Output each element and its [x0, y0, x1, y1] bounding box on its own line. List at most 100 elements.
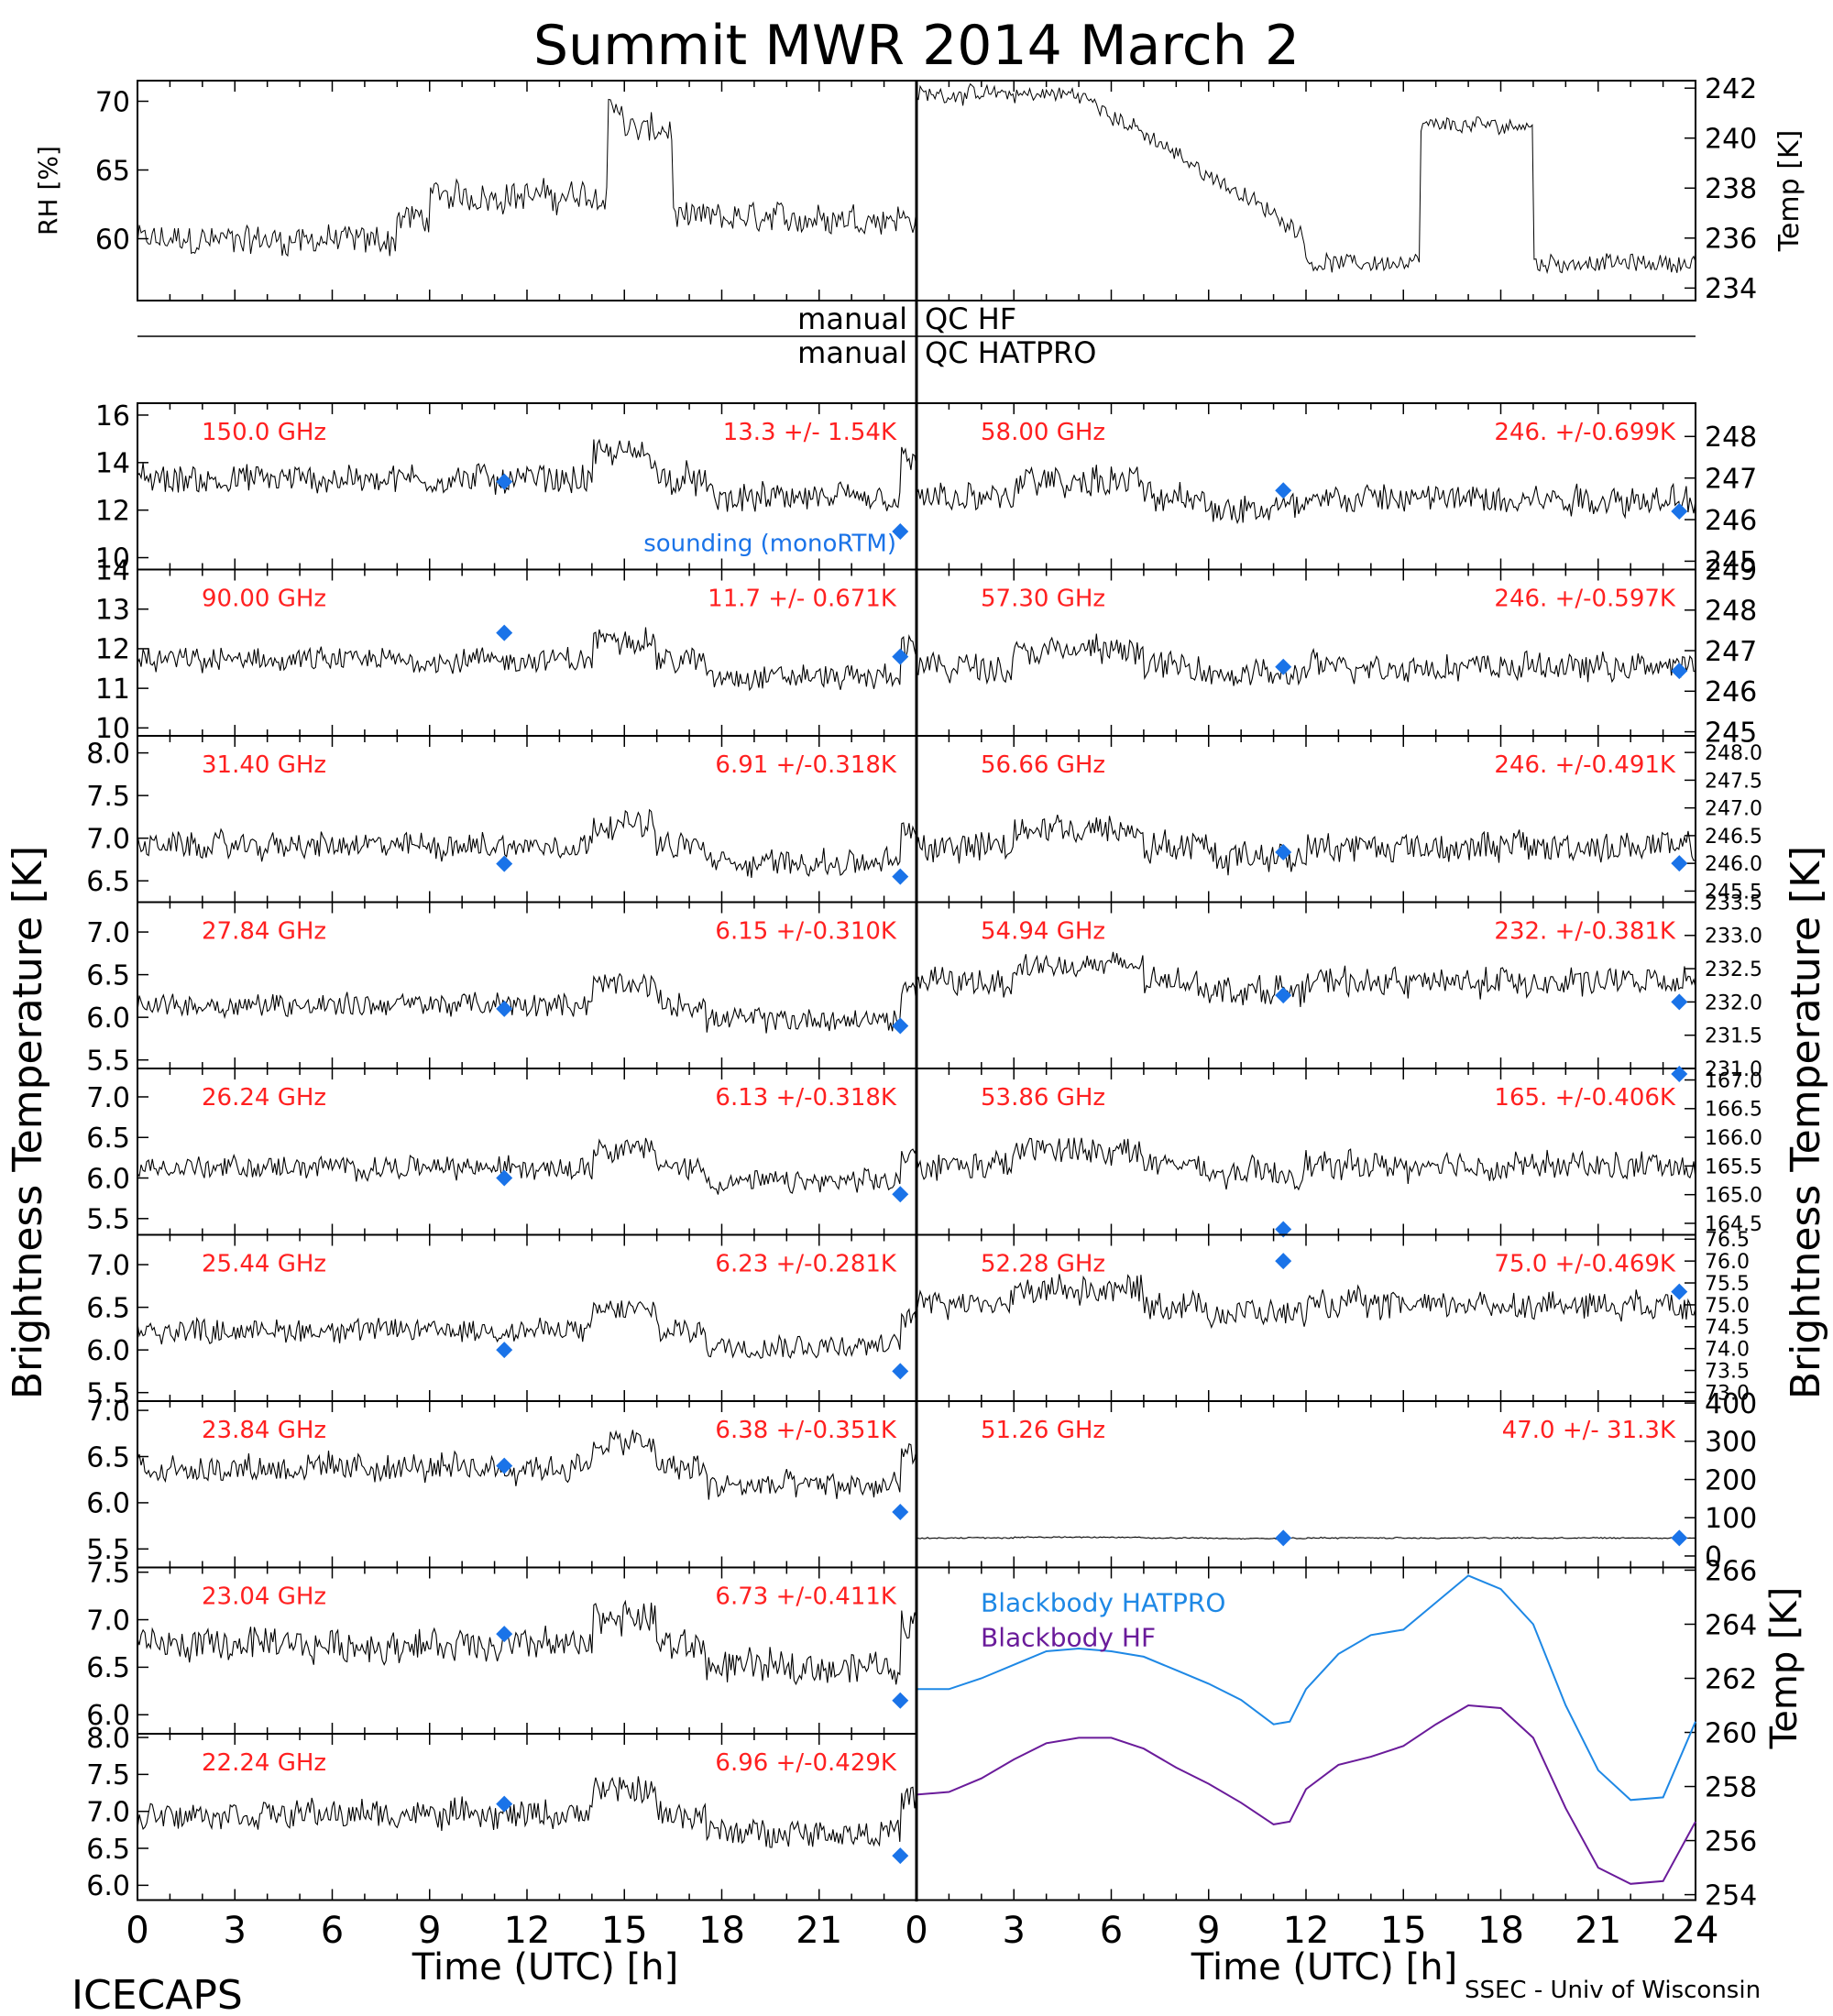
y-tick-label: 7.0: [86, 1797, 130, 1829]
temp-axis-label: Temp [K]: [1773, 130, 1806, 253]
sounding-marker: [496, 855, 513, 872]
qc-flag-rows: manual QC HF manual QC HATPRO: [137, 301, 1696, 370]
y-tick-label: 60: [95, 224, 130, 256]
y-tick-label: 6.5: [86, 1652, 130, 1684]
y-tick-label: 6.5: [86, 866, 130, 898]
legend-blackbody-hatpro: Blackbody HATPRO: [981, 1588, 1225, 1618]
sounding-note: sounding (monoRTM): [643, 531, 896, 558]
y-tick-label: 5.5: [86, 1204, 130, 1236]
channel-stat-label: 246. +/-0.597K: [1494, 586, 1676, 613]
legend-blackbody-hf: Blackbody HF: [981, 1623, 1156, 1653]
x-tick-label: 6: [1100, 1910, 1123, 1952]
channel-stat-label: 6.38 +/-0.351K: [715, 1417, 897, 1444]
data-trace: [137, 1430, 916, 1500]
data-trace: [916, 82, 1696, 275]
y-tick-label: 75.0: [1705, 1295, 1750, 1318]
y-tick-label: 10: [95, 542, 130, 575]
sounding-marker: [892, 523, 909, 541]
y-tick-label: 12: [95, 495, 130, 527]
data-trace: [916, 633, 1696, 686]
y-tick-label: 8.0: [86, 738, 130, 770]
y-tick-label: 6.5: [86, 1834, 130, 1866]
data-trace: [916, 814, 1696, 876]
data-trace: [916, 465, 1696, 525]
y-tick-label: 16: [95, 400, 130, 433]
y-tick-label: 262: [1705, 1663, 1757, 1695]
y-tick-label: 7.0: [86, 823, 130, 855]
channel-frequency-label: 54.94 GHz: [981, 918, 1105, 946]
y-tick-label: 7.5: [86, 1759, 130, 1791]
y-tick-label: 65: [95, 155, 130, 187]
qc-hf-label: QC HF: [925, 301, 1016, 336]
y-tick-label: 7.0: [86, 917, 130, 949]
y-tick-label: 236: [1705, 224, 1757, 256]
sounding-marker: [1671, 1283, 1688, 1300]
data-trace: [137, 627, 916, 692]
channel-stat-label: 6.91 +/-0.318K: [715, 751, 897, 779]
rh-axis-label: RH [%]: [33, 146, 63, 236]
data-trace: [916, 1536, 1696, 1540]
x-tick-label: 24: [1673, 1910, 1719, 1952]
x-tick-label: 3: [224, 1910, 247, 1952]
y-tick-label: 14: [95, 448, 130, 480]
sounding-marker: [892, 648, 909, 665]
x-tick-label: 9: [418, 1910, 441, 1952]
y-tick-label: 248: [1705, 596, 1757, 628]
data-trace: [137, 98, 916, 257]
y-tick-label: 246.5: [1705, 826, 1762, 849]
channel-frequency-label: 23.84 GHz: [202, 1417, 326, 1444]
x-tick-label: 0: [126, 1910, 148, 1952]
sounding-marker: [1671, 663, 1688, 680]
y-tick-label: 233.0: [1705, 926, 1762, 948]
y-tick-label: 231.0: [1705, 1058, 1762, 1081]
channel-frequency-label: 52.28 GHz: [981, 1251, 1105, 1278]
y-tick-label: 76.0: [1705, 1251, 1750, 1274]
x-tick-label: 15: [601, 1910, 648, 1952]
y-tick-label: 246: [1705, 505, 1757, 537]
y-tick-label: 6.5: [86, 1441, 130, 1474]
y-tick-label: 248.0: [1705, 742, 1762, 765]
data-trace: [137, 808, 916, 878]
y-tick-label: 165.0: [1705, 1185, 1762, 1208]
sounding-marker: [496, 1795, 513, 1813]
y-tick-label: 14: [95, 554, 130, 586]
y-tick-label: 75.5: [1705, 1273, 1750, 1296]
sounding-marker: [1275, 1253, 1292, 1270]
channel-stat-label: 165. +/-0.406K: [1494, 1084, 1676, 1112]
y-tick-label: 234: [1705, 273, 1757, 305]
y-tick-label: 166.5: [1705, 1099, 1762, 1122]
channel-stat-label: 232. +/-0.381K: [1494, 918, 1676, 946]
sounding-marker: [496, 1342, 513, 1359]
brightness-temp-label-left: Brightness Temperature [K]: [5, 846, 51, 1399]
sounding-marker: [496, 1457, 513, 1474]
channel-stat-label: 13.3 +/- 1.54K: [723, 419, 897, 446]
y-tick-label: 6.0: [86, 1003, 130, 1035]
sounding-marker: [1671, 993, 1688, 1011]
footer-ssec: SSEC - Univ of Wisconsin: [1465, 1977, 1761, 2004]
data-trace: [916, 1137, 1696, 1191]
qc-hf-manual-label: manual: [797, 301, 907, 336]
data-trace: [137, 1137, 916, 1195]
y-tick-label: 232.5: [1705, 959, 1762, 981]
channel-stat-label: 6.23 +/-0.281K: [715, 1251, 897, 1278]
sounding-marker: [496, 1626, 513, 1643]
channel-stat-label: 6.13 +/-0.318K: [715, 1084, 897, 1112]
x-tick-label: 6: [321, 1910, 344, 1952]
left-channel-panels: 10 12 14 16 150.0 GHz 13.3 +/- 1.54K sounding …: [86, 400, 917, 1902]
y-tick-label: 245: [1705, 546, 1757, 578]
sounding-marker: [496, 473, 513, 490]
data-trace: [137, 1300, 916, 1359]
x-tick-label: 9: [1197, 1910, 1220, 1952]
y-tick-label: 6.5: [86, 959, 130, 992]
y-tick-label: 246.0: [1705, 853, 1762, 876]
channel-frequency-label: 58.00 GHz: [981, 419, 1105, 446]
y-tick-label: 264: [1705, 1609, 1757, 1641]
y-tick-label: 238: [1705, 173, 1757, 205]
channel-stat-label: 6.15 +/-0.310K: [715, 918, 897, 946]
qc-hatpro-manual-label: manual: [797, 335, 907, 370]
y-tick-label: 7.5: [86, 1557, 130, 1589]
x-tick-label: 12: [504, 1910, 551, 1952]
qc-hatpro-label: QC HATPRO: [925, 335, 1096, 370]
brightness-temp-label-right: Brightness Temperature [K]: [1783, 846, 1829, 1399]
channel-frequency-label: 90.00 GHz: [202, 586, 326, 613]
